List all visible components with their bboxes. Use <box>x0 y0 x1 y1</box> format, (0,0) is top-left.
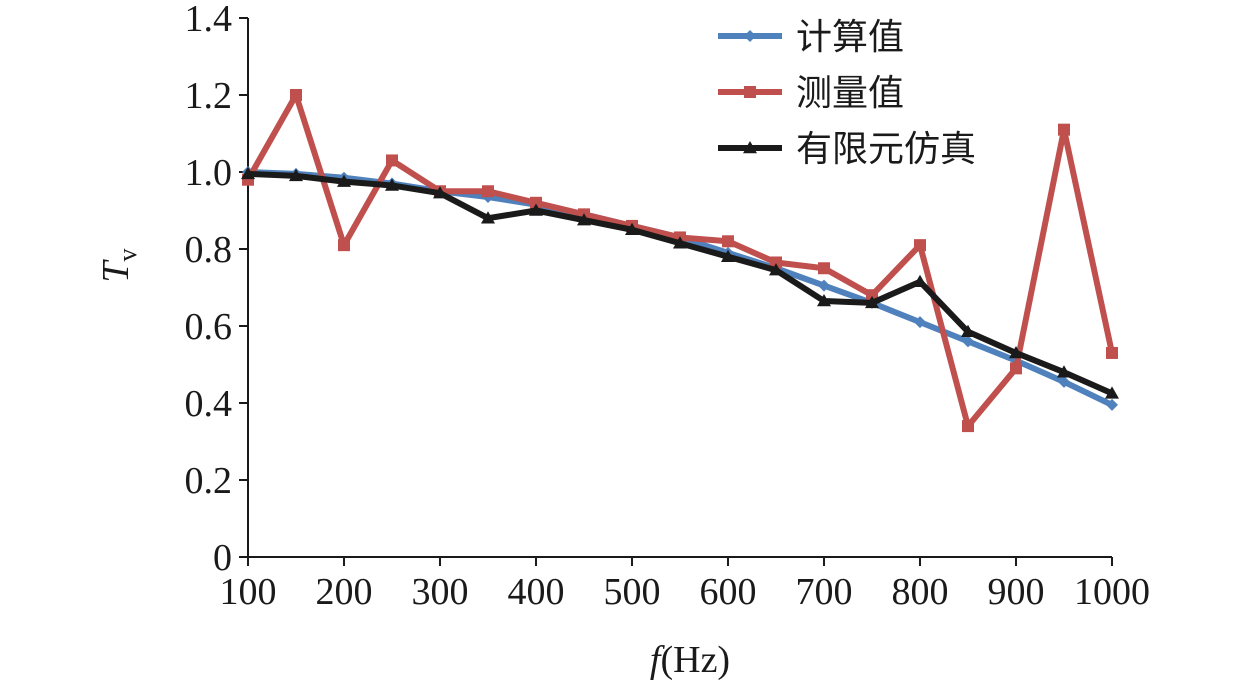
x-axis-unit: (Hz) <box>660 639 730 681</box>
x-tick-label: 400 <box>508 571 565 613</box>
y-axis-title: Tv <box>95 248 142 282</box>
series-3-point <box>913 274 927 287</box>
legend-label: 有限元仿真 <box>796 129 976 170</box>
x-tick-label: 300 <box>412 571 469 613</box>
axes: 0 0.2 0.4 0.6 0.8 1.0 1.2 1.4 100 200 300 400 500 600… <box>185 0 1151 613</box>
legend-label: 测量值 <box>796 73 904 114</box>
series-3-point <box>673 236 687 249</box>
y-tick-label: 0.4 <box>185 383 233 425</box>
series-2-point <box>866 289 878 302</box>
series-2-point <box>1058 123 1070 136</box>
series-3-point <box>433 186 447 199</box>
x-tick-label: 800 <box>892 571 949 613</box>
legend-swatch-marker <box>744 30 756 42</box>
series-3-point <box>1057 365 1071 378</box>
y-axis-subscript: v <box>113 248 142 261</box>
x-tick-label: 1000 <box>1074 571 1150 613</box>
series-3-point <box>721 249 735 262</box>
series-2-point <box>722 235 734 248</box>
series-2-point <box>530 196 542 209</box>
series-3-point <box>289 168 303 182</box>
legend-swatch-marker <box>744 86 756 98</box>
y-tick-label: 1.2 <box>185 75 233 117</box>
series-1-point <box>1106 398 1118 411</box>
series-3-point <box>481 211 495 224</box>
legend-item: 测量值 <box>718 73 904 114</box>
x-tick-label: 900 <box>988 571 1045 613</box>
series-1-point <box>962 335 974 348</box>
series-2-point <box>1010 362 1022 375</box>
y-tick-label: 0.6 <box>185 306 233 348</box>
series-layer <box>241 89 1119 433</box>
series-3 <box>241 166 1119 399</box>
series-1-point <box>1058 375 1070 388</box>
x-tick-label: 200 <box>316 571 373 613</box>
series-3-line <box>245 170 1115 397</box>
legend-label: 计算值 <box>796 17 904 58</box>
series-3-point <box>865 295 879 309</box>
y-tick-label: 0.2 <box>185 460 233 502</box>
x-axis-title: f(Hz) <box>650 639 730 681</box>
x-tick-label: 600 <box>700 571 757 613</box>
series-1-point <box>914 316 926 329</box>
series-3-point <box>1105 386 1119 399</box>
series-3-point <box>241 166 255 180</box>
x-tick-label: 500 <box>604 571 661 613</box>
legend-item: 有限元仿真 <box>718 129 976 170</box>
series-3-point <box>817 293 831 307</box>
series-1-line <box>245 169 1115 408</box>
series-3-point <box>529 203 543 216</box>
y-tick-label: 0.8 <box>185 229 233 271</box>
series-3-point <box>625 222 639 235</box>
y-tick-label: 1.0 <box>185 152 233 194</box>
series-2-point <box>1106 346 1118 359</box>
series-3-point <box>337 174 351 187</box>
series-3-point <box>577 213 591 226</box>
series-2-point <box>290 89 302 101</box>
series-3-point <box>1009 345 1023 359</box>
x-tick-label: 100 <box>220 571 277 613</box>
series-2-point <box>386 154 398 167</box>
series-2-line <box>245 92 1115 430</box>
series-2-point <box>914 239 926 252</box>
series-2 <box>242 89 1118 433</box>
legend-item: 计算值 <box>718 17 904 58</box>
series-3-point <box>769 263 783 276</box>
series-2-point <box>770 256 782 269</box>
y-tick-label: 1.4 <box>185 0 233 40</box>
series-3-point <box>961 324 975 338</box>
series-2-point <box>482 185 494 198</box>
y-axis-variable: T <box>95 259 137 283</box>
series-2-point <box>818 262 830 275</box>
series-1 <box>242 166 1118 411</box>
series-1-point <box>818 279 830 292</box>
series-3-point <box>385 178 399 191</box>
series-2-point <box>338 239 350 252</box>
y-tick-label: 0 <box>213 537 232 579</box>
x-tick-label: 700 <box>796 571 853 613</box>
legend-swatch-marker <box>743 141 757 154</box>
series-2-point <box>962 420 974 433</box>
